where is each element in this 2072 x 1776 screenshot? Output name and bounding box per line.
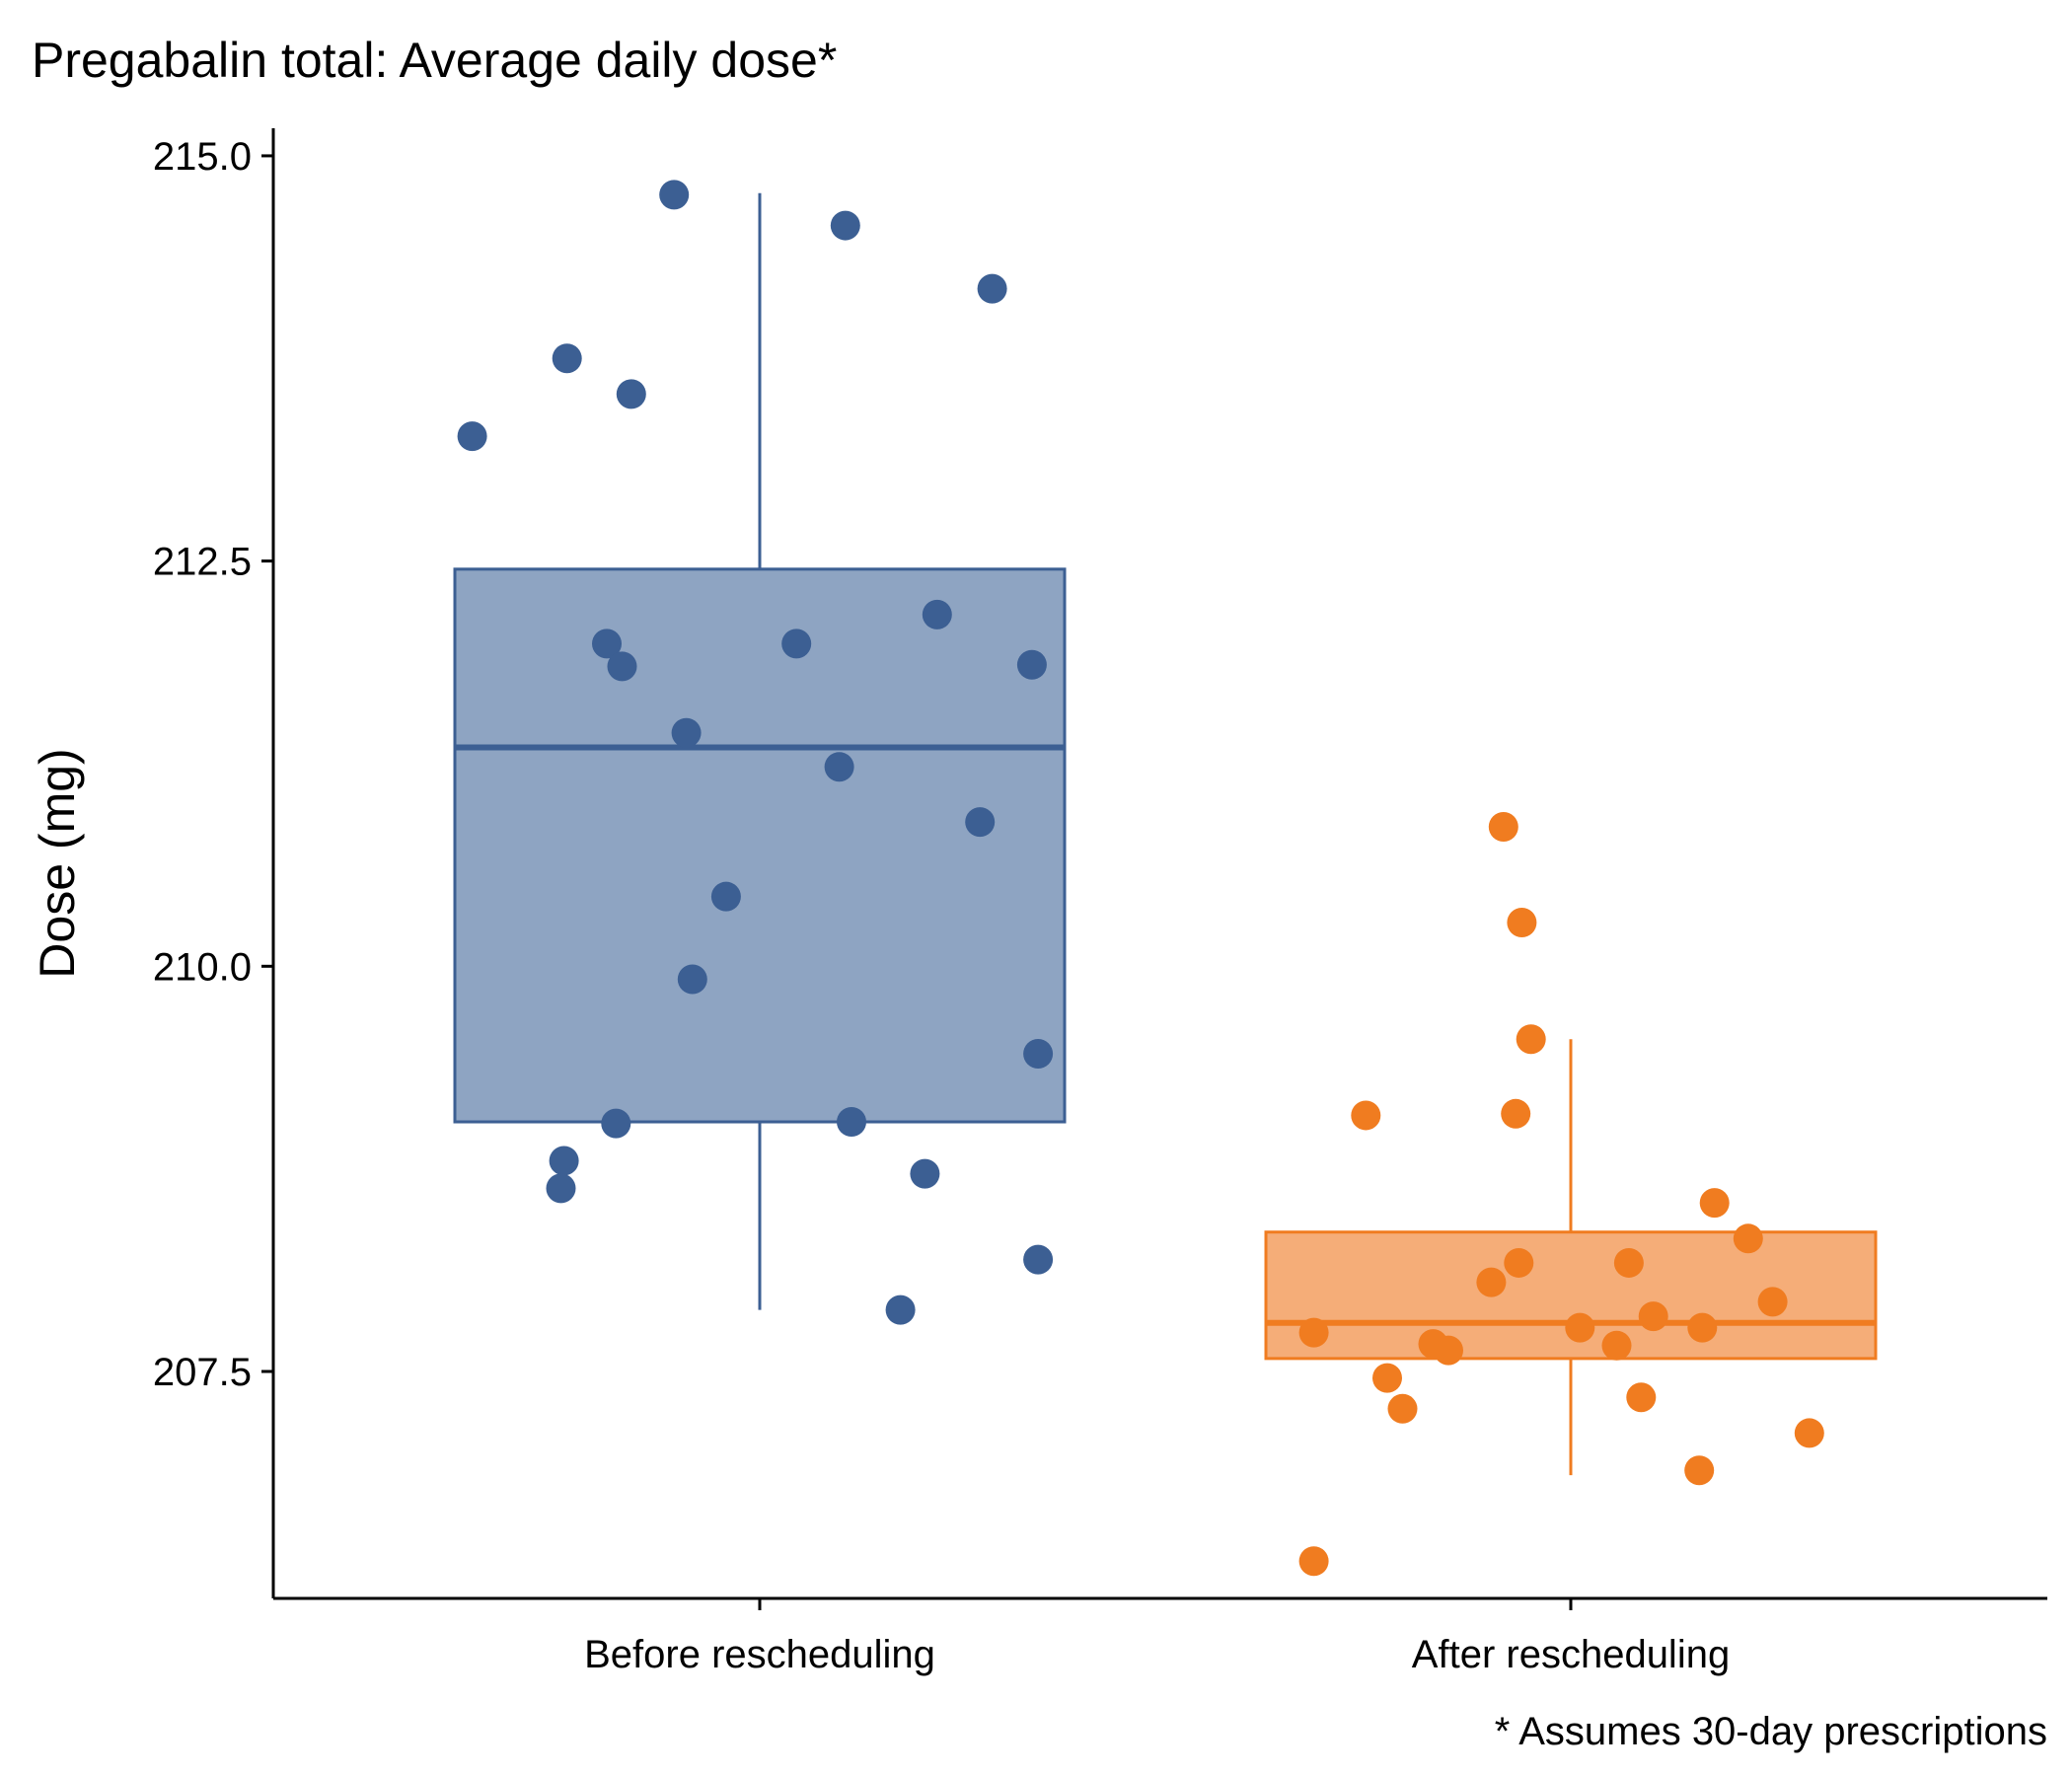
data-point bbox=[1501, 1098, 1531, 1129]
data-point bbox=[885, 1295, 916, 1325]
data-point bbox=[965, 807, 996, 838]
box-group bbox=[1264, 812, 1878, 1577]
data-point bbox=[546, 1173, 576, 1204]
data-point bbox=[1476, 1267, 1507, 1297]
data-point bbox=[1687, 1312, 1718, 1343]
y-tick-label: 207.5 bbox=[153, 1351, 252, 1394]
box-iqr bbox=[453, 567, 1067, 1124]
data-point bbox=[1699, 1188, 1730, 1219]
data-point bbox=[781, 629, 812, 659]
data-point bbox=[1298, 1317, 1329, 1348]
data-point bbox=[601, 1108, 631, 1139]
y-tick-label: 210.0 bbox=[153, 945, 252, 989]
data-point bbox=[1684, 1455, 1715, 1486]
x-tick-label: Before rescheduling bbox=[584, 1633, 935, 1676]
data-point bbox=[1516, 1024, 1546, 1055]
y-axis-label: Dose (mg) bbox=[30, 748, 85, 978]
plot-area bbox=[453, 180, 1878, 1577]
data-point bbox=[1565, 1312, 1595, 1343]
data-point bbox=[616, 379, 646, 409]
data-point bbox=[1613, 1247, 1644, 1278]
caption-note: * Assumes 30-day prescriptions bbox=[1495, 1710, 2047, 1753]
data-point bbox=[1016, 649, 1047, 680]
y-axis-ticks: 207.5 210.0 212.5 215.0 bbox=[153, 135, 273, 1394]
data-point bbox=[1372, 1363, 1402, 1393]
data-point bbox=[1488, 812, 1518, 843]
data-point bbox=[549, 1146, 579, 1176]
data-point bbox=[1626, 1382, 1657, 1413]
data-point bbox=[1601, 1330, 1632, 1361]
box-group bbox=[453, 180, 1067, 1325]
data-point bbox=[830, 210, 860, 241]
data-point bbox=[837, 1107, 866, 1138]
data-point bbox=[1638, 1301, 1668, 1332]
data-point bbox=[922, 599, 952, 629]
data-point bbox=[1504, 1247, 1534, 1278]
data-point bbox=[607, 651, 637, 682]
data-point bbox=[1351, 1100, 1381, 1131]
data-point bbox=[1507, 907, 1537, 937]
x-axis-ticks: Before rescheduling After rescheduling bbox=[584, 1598, 1730, 1676]
data-point bbox=[592, 629, 622, 659]
data-point bbox=[677, 964, 707, 995]
x-tick-label: After rescheduling bbox=[1412, 1633, 1730, 1676]
data-point bbox=[1023, 1039, 1054, 1070]
chart-title: Pregabalin total: Average daily dose* bbox=[32, 33, 837, 88]
data-point bbox=[824, 752, 854, 782]
data-point bbox=[457, 421, 487, 452]
data-point bbox=[1757, 1287, 1788, 1317]
data-point bbox=[1023, 1244, 1054, 1275]
data-point bbox=[1733, 1223, 1763, 1254]
y-tick-label: 215.0 bbox=[153, 135, 252, 179]
data-point bbox=[910, 1158, 940, 1189]
data-point bbox=[1387, 1393, 1418, 1424]
data-point bbox=[552, 343, 582, 374]
data-point bbox=[1794, 1418, 1824, 1448]
data-point bbox=[1434, 1335, 1463, 1366]
data-point bbox=[710, 881, 741, 912]
data-point bbox=[1298, 1546, 1329, 1577]
data-point bbox=[659, 180, 690, 210]
y-tick-label: 212.5 bbox=[153, 541, 252, 584]
data-point bbox=[977, 273, 1007, 304]
data-point bbox=[671, 717, 702, 748]
